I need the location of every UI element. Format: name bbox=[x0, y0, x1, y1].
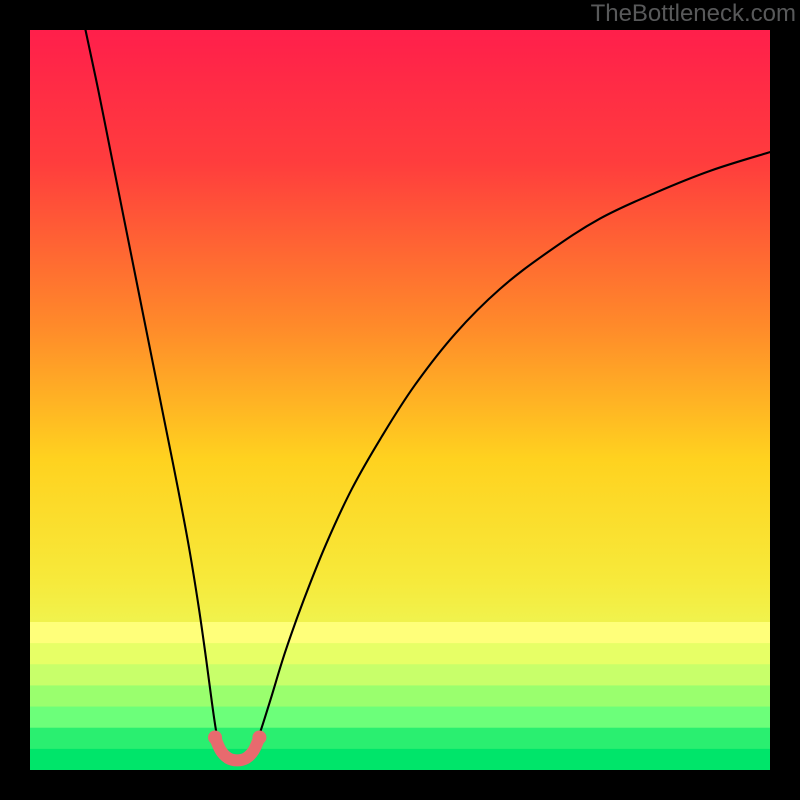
chart-root: TheBottleneck.com bbox=[0, 0, 800, 800]
valley-marker-endcap bbox=[252, 730, 266, 744]
bottom-band-stripe bbox=[30, 664, 770, 686]
bottom-band-stripe bbox=[30, 728, 770, 750]
valley-marker-endcap bbox=[208, 730, 222, 744]
bottom-band-stripe bbox=[30, 622, 770, 644]
chart-svg bbox=[0, 0, 800, 800]
bottom-band-stripe bbox=[30, 643, 770, 665]
watermark-text: TheBottleneck.com bbox=[591, 0, 796, 28]
bottom-band-stripe bbox=[30, 685, 770, 707]
bottom-band-stripe bbox=[30, 749, 770, 771]
bottom-band-stripe bbox=[30, 707, 770, 729]
